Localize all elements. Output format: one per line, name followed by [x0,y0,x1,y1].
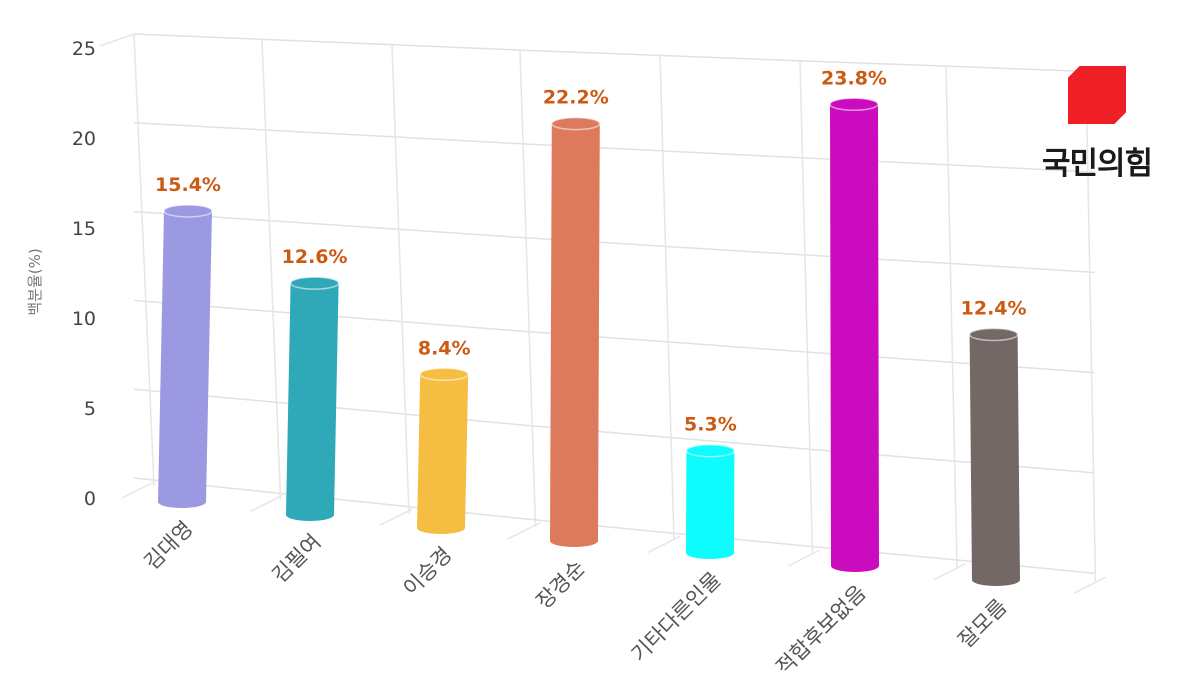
category-label: 적합후보없음 [772,581,871,680]
bar [685,443,736,559]
bar [550,116,601,547]
category-label: 잘모름 [954,595,1012,653]
category-label: 김대영 [140,517,198,575]
bar [286,276,340,521]
category-label: 장경순 [532,556,590,614]
y-tick-label: 15 [72,218,96,240]
party-logo-mark [1068,66,1126,124]
chart-grid [99,33,1107,594]
y-tick-label: 20 [72,128,96,150]
y-tick-label: 0 [84,488,96,510]
value-label: 12.6% [282,246,348,268]
value-label: 12.4% [961,297,1027,319]
party-logo: 국민의힘 [1026,66,1168,182]
category-label: 김필여 [268,530,326,588]
category-label: 기타다른인물 [627,568,726,667]
bar [829,97,879,572]
bars [158,97,1020,586]
category-label: 이승경 [399,543,457,601]
party-logo-text: 국민의힘 [1041,146,1153,182]
bar [968,327,1020,586]
bar [417,367,469,534]
y-axis-label: 백분율(%) [26,248,44,315]
value-labels: 15.4% 12.6% 8.4% 22.2% 5.3% 23.8% 12.4% [155,67,1027,435]
value-label: 23.8% [821,67,887,89]
y-tick-label: 10 [72,308,96,330]
value-label: 22.2% [543,87,609,109]
value-label: 5.3% [684,414,737,436]
y-axis-ticks: 0 5 10 15 20 25 [72,38,96,510]
y-tick-label: 25 [72,38,96,60]
value-label: 15.4% [155,174,221,196]
value-label: 8.4% [418,337,471,359]
y-tick-label: 5 [84,398,96,420]
bar [158,204,213,508]
